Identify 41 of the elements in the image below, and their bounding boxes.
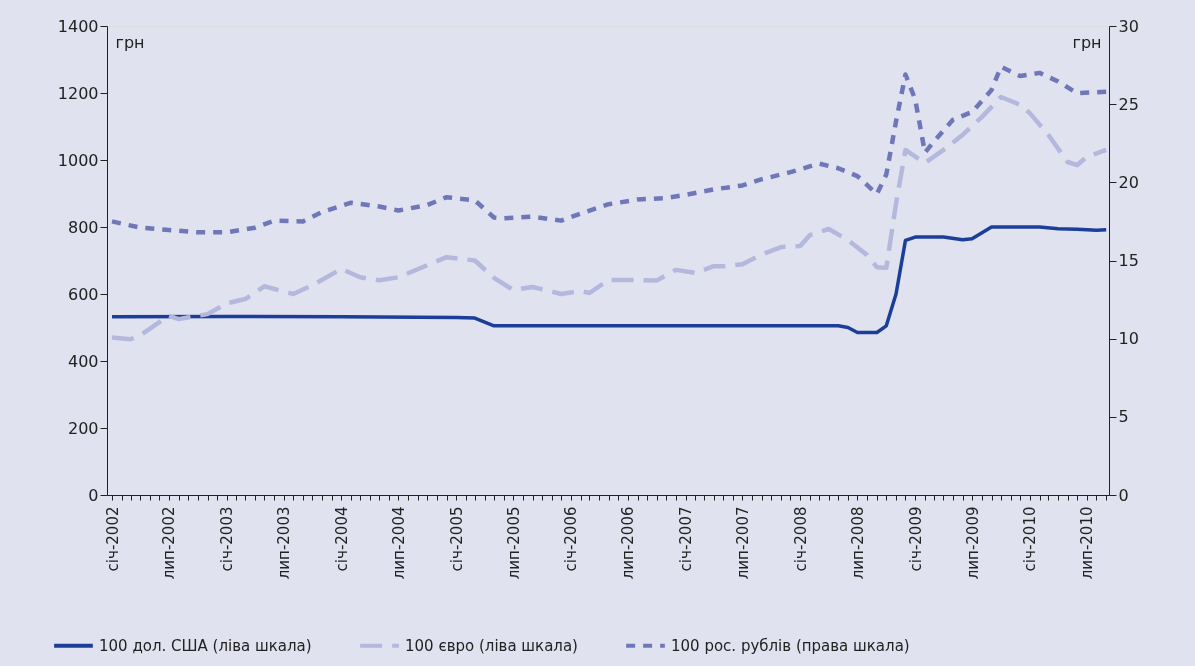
x-tick-label: січ-2007	[677, 506, 696, 572]
x-tick-label: лип-2007	[733, 506, 752, 580]
line-series	[109, 64, 1109, 235]
x-tick-label: лип-2010	[1078, 506, 1097, 580]
y-tick-label: 1000	[57, 150, 99, 170]
x-tick-label: лип-2006	[619, 506, 638, 580]
y-axis-title: грн	[115, 32, 145, 52]
line-series	[110, 225, 1108, 335]
x-tick-label: січ-2006	[562, 506, 581, 572]
legend-label: 100 рос. рублів (права шкала)	[671, 636, 910, 655]
y-tick-label: 600	[67, 284, 99, 304]
y2-tick-label: 0	[1118, 485, 1129, 505]
y2-tick-label: 20	[1118, 172, 1139, 192]
x-tick-label: січ-2010	[1021, 506, 1040, 572]
y2-axis-title: грн	[1072, 32, 1102, 52]
x-tick-label: лип-2004	[389, 506, 408, 580]
x-tick-label: січ-2005	[447, 506, 466, 572]
x-tick-label: січ-2004	[332, 506, 351, 572]
x-tick-label: лип-2009	[963, 506, 982, 580]
y-tick-label: 1200	[57, 83, 99, 103]
y-tick-label: 200	[67, 418, 99, 438]
line-series	[109, 94, 1109, 342]
legend-label: 100 євро (ліва шкала)	[405, 636, 578, 655]
y2-tick-label: 5	[1118, 407, 1129, 427]
x-tick-label: січ-2009	[906, 506, 925, 572]
y2-tick-label: 25	[1118, 94, 1139, 114]
y2-tick-label: 30	[1118, 16, 1139, 36]
y2-tick-label: 15	[1118, 251, 1139, 270]
y-tick-label: 400	[67, 351, 99, 371]
y2-tick-label: 10	[1118, 329, 1139, 349]
y-tick-label: 0	[88, 485, 99, 505]
y-tick-label: 800	[67, 217, 99, 237]
x-tick-label: лип-2008	[848, 506, 867, 580]
x-tick-label: лип-2005	[504, 506, 523, 580]
x-tick-label: лип-2002	[160, 506, 179, 580]
y-tick-label: 1400	[57, 16, 99, 36]
legend-label: 100 дол. США (ліва шкала)	[99, 636, 312, 655]
x-tick-label: січ-2003	[218, 506, 237, 572]
x-tick-label: січ-2002	[103, 506, 122, 572]
x-tick-label: лип-2003	[275, 506, 294, 580]
x-tick-label: січ-2008	[791, 506, 810, 572]
